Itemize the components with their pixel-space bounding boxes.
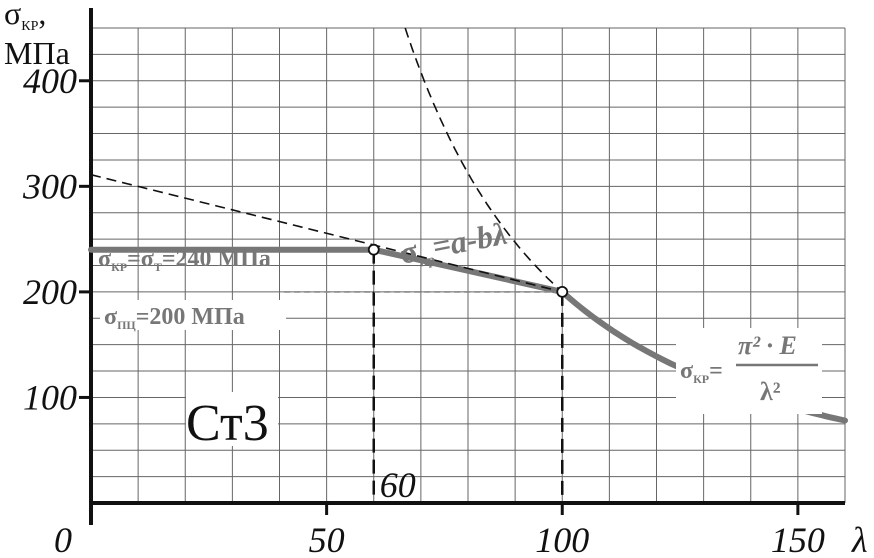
annotation-euler-sigma: σ — [680, 358, 693, 384]
material-label-bg — [186, 392, 278, 446]
annotation-limit-sigma: σ — [104, 304, 117, 330]
annotation-euler-numerator: π² · E — [738, 331, 797, 360]
y-tick-label: 200 — [23, 272, 77, 312]
y-tick-label: 100 — [23, 377, 77, 417]
tick-labels: 100 200 300 400 0 50 100 150 — [22, 61, 825, 558]
annotation-limit: σПЦ=200 МПа — [104, 304, 245, 332]
annotation-limit-bg — [100, 300, 286, 330]
annotation-yield-sub2: Т — [154, 260, 162, 274]
axes — [89, 8, 845, 525]
y-axis-unit: МПа — [4, 35, 70, 71]
annotation-yield: σКР=σТ=240 МПа — [98, 246, 271, 274]
annotation-linear-sub: кр — [418, 253, 437, 271]
x-axis-title: λ — [851, 520, 868, 558]
series-line — [404, 27, 562, 292]
y-axis-symbol: σ — [4, 0, 21, 31]
annotation-yield-sub1: КР — [111, 260, 127, 274]
annotation-linear: σкр=a-bλ — [396, 215, 510, 274]
annotation-limit-rest: =200 МПа — [136, 304, 245, 330]
annotation-euler: σКР= — [680, 358, 723, 386]
annotation-limit-sub: ПЦ — [117, 318, 136, 332]
annotation-linear-rest: =a-bλ — [429, 215, 510, 265]
annotation-euler-denominator: λ² — [760, 377, 781, 406]
x-tick-label: 150 — [771, 520, 825, 558]
y-axis-comma: , — [38, 0, 46, 31]
annotation-yield-eq: = — [127, 246, 141, 272]
reference-dashes: 60 — [372, 249, 564, 505]
annotation-euler-eq: = — [709, 358, 723, 384]
x-tick-label: 50 — [309, 520, 345, 558]
reference-dash-label: 60 — [380, 465, 416, 505]
annotation-yield-rest: =240 МПа — [162, 246, 271, 272]
markers — [367, 243, 569, 298]
x-tick-label: 0 — [54, 520, 72, 558]
grid — [91, 27, 846, 503]
x-tick-label: 100 — [535, 520, 589, 558]
y-tick-label: 400 — [23, 61, 77, 101]
annotation-euler-bg — [676, 328, 822, 414]
annotation-yield-sigma: σ — [98, 246, 111, 272]
series-line — [90, 173, 563, 293]
annotation-euler-sub: КР — [693, 372, 709, 386]
y-tick-label: 300 — [22, 166, 77, 206]
data-point-marker — [556, 285, 569, 298]
annotation-yield-sigma2: σ — [141, 246, 154, 272]
y-axis-subscript: КР — [21, 19, 38, 34]
y-axis-title: σКР, — [4, 0, 46, 34]
data-point-marker — [367, 243, 380, 256]
material-label: Ст3 — [186, 395, 269, 452]
